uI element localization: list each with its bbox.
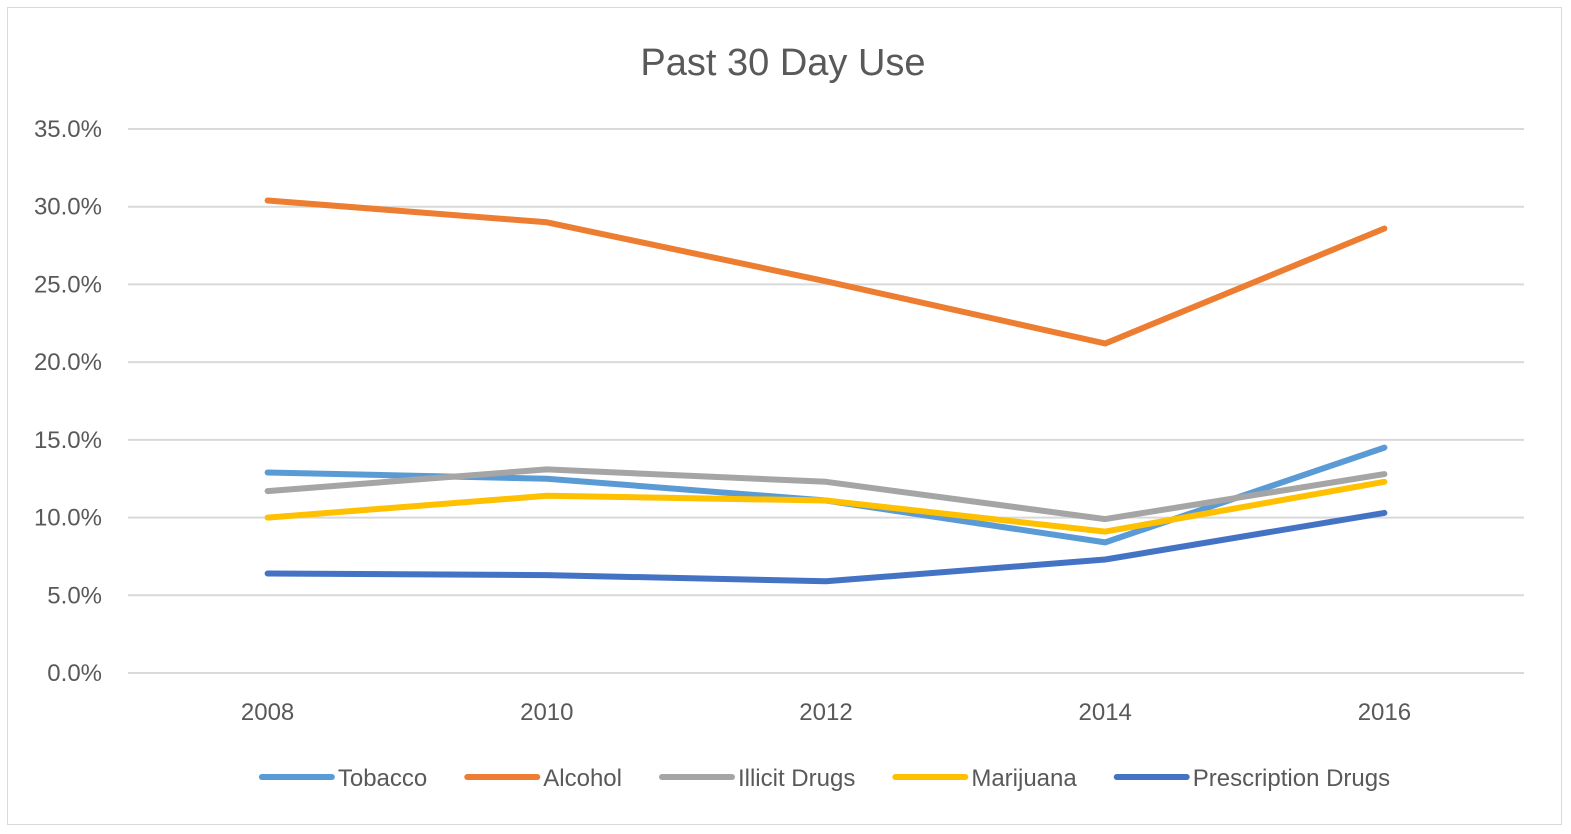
y-tick-label: 25.0% xyxy=(34,271,102,298)
legend-item: Prescription Drugs xyxy=(1113,765,1390,792)
legend-item: Tobacco xyxy=(258,765,427,792)
series-line-marijuana xyxy=(264,478,1388,535)
legend-item: Illicit Drugs xyxy=(658,765,855,792)
legend-label: Alcohol xyxy=(543,765,622,792)
chart-title: Past 30 Day Use xyxy=(640,42,925,84)
legend-label: Marijuana xyxy=(971,765,1077,792)
x-tick-label: 2016 xyxy=(1358,699,1411,726)
series-line-illicit-drugs xyxy=(264,466,1388,523)
series-line-tobacco xyxy=(264,444,1388,546)
legend: Tobacco Alcohol Illicit Drugs Marijuana Pres… xyxy=(258,765,1390,792)
legend-item: Marijuana xyxy=(892,765,1077,792)
legend-label: Illicit Drugs xyxy=(738,765,855,792)
x-tick-label: 2012 xyxy=(799,699,852,726)
series-line-alcohol xyxy=(264,197,1388,347)
chart-frame xyxy=(7,7,1562,825)
series-line-prescription-drugs xyxy=(264,509,1388,585)
y-tick-label: 20.0% xyxy=(34,349,102,376)
y-tick-label: 10.0% xyxy=(34,505,102,532)
legend-item: Alcohol xyxy=(464,765,622,792)
x-axis-ticks: 2008 2010 2012 2014 2016 xyxy=(241,699,1411,726)
legend-label: Prescription Drugs xyxy=(1193,765,1390,792)
y-tick-label: 5.0% xyxy=(47,582,102,609)
y-axis-ticks: 0.0% 5.0% 10.0% 15.0% 20.0% 25.0% 30.0% 35.0% xyxy=(34,116,102,687)
y-tick-label: 0.0% xyxy=(47,660,102,687)
gridlines xyxy=(128,128,1524,674)
y-tick-label: 30.0% xyxy=(34,194,102,221)
x-tick-label: 2008 xyxy=(241,699,294,726)
x-tick-label: 2010 xyxy=(520,699,573,726)
y-tick-label: 35.0% xyxy=(34,116,102,143)
legend-label: Tobacco xyxy=(338,765,427,792)
series-lines xyxy=(264,197,1388,585)
y-tick-label: 15.0% xyxy=(34,427,102,454)
x-tick-label: 2014 xyxy=(1079,699,1132,726)
